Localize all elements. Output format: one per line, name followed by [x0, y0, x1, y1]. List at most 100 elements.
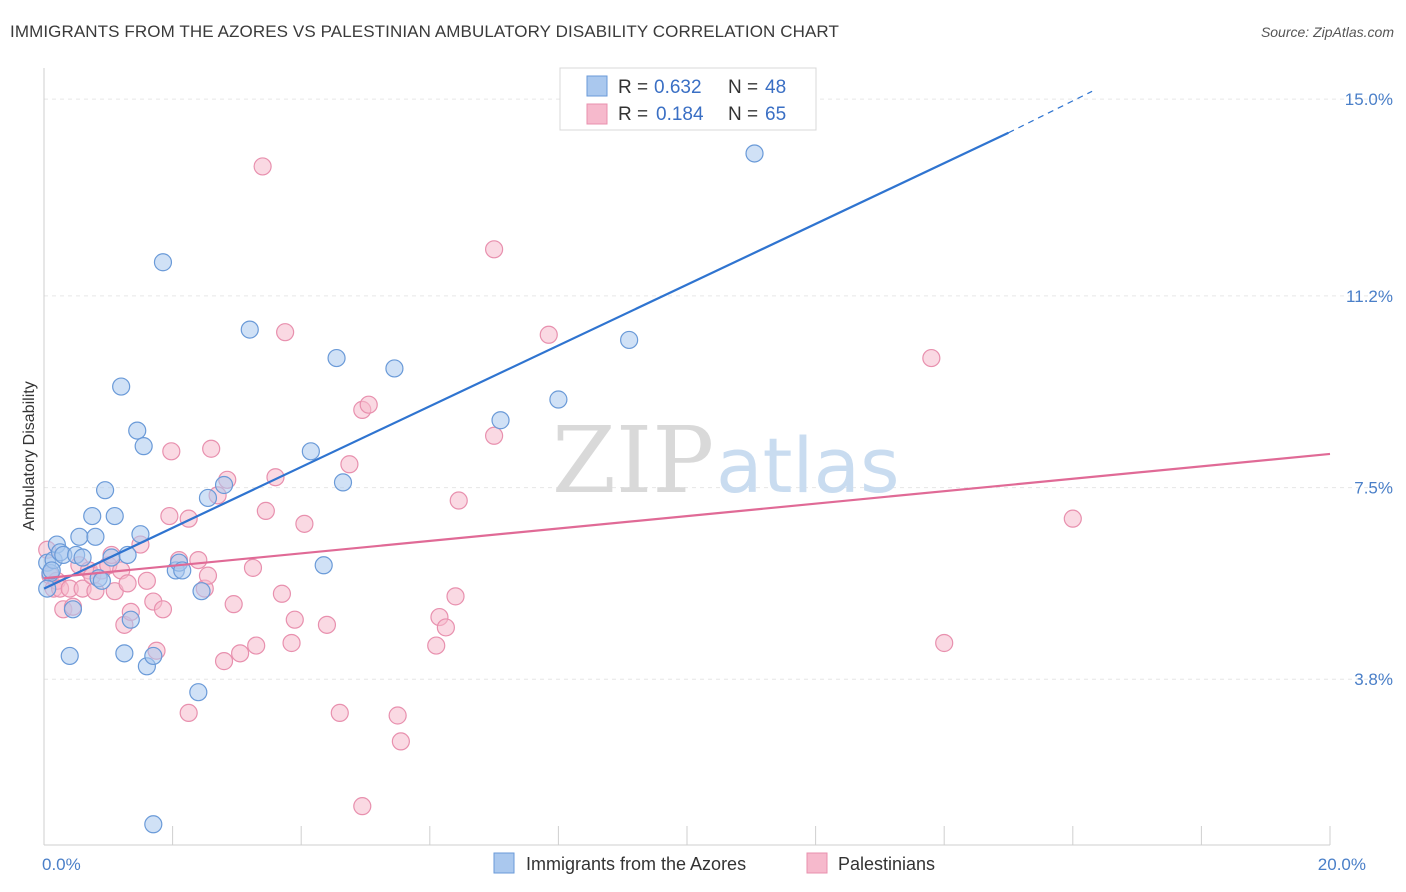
legend-r-label-1: R = [618, 77, 648, 98]
azores-point-44 [620, 330, 639, 350]
palestinians-point-46 [276, 323, 295, 342]
azores-point-34 [198, 488, 218, 508]
palestinians-point-57 [391, 732, 410, 751]
trend-lines [43, 90, 1331, 590]
series-legend-label-palestinians: Palestinians [838, 854, 935, 874]
palestinians-point-65 [539, 325, 558, 344]
palestinians-point-30 [179, 703, 198, 723]
azores-point-47 [42, 561, 61, 580]
palestinians-point-64 [485, 426, 504, 445]
azores-point-36 [240, 320, 259, 339]
palestinians-point-51 [330, 703, 349, 723]
palestinians-trend-line [43, 452, 1331, 580]
series-legend: Immigrants from the Azores Palestinians [493, 852, 935, 874]
series-legend-swatch-palestinians [806, 852, 828, 874]
palestinians-point-38 [224, 595, 243, 614]
legend-n-label-1: N = [728, 77, 758, 98]
palestinians-point-41 [247, 636, 266, 655]
palestinians-point-58 [427, 636, 446, 655]
azores-point-43 [549, 390, 568, 409]
legend-r-label-2: R = [618, 104, 648, 125]
watermark-atlas: atlas [716, 421, 900, 510]
palestinians-point-33 [198, 566, 218, 585]
palestinians-point-61 [446, 587, 465, 606]
azores-points [38, 144, 764, 834]
y-tick-label-1: 7.5% [1354, 479, 1393, 498]
azores-point-45 [745, 144, 764, 163]
azores-point-37 [301, 442, 320, 461]
azores-point-32 [189, 683, 208, 702]
azores-point-11 [83, 506, 102, 526]
azores-point-27 [144, 815, 163, 834]
x-tick-label-0: 0.0% [42, 855, 81, 874]
palestinians-point-66 [922, 348, 941, 368]
azores-trend-extension [1008, 90, 1093, 134]
azores-point-35 [214, 475, 234, 495]
palestinians-point-26 [160, 506, 179, 526]
azores-point-21 [121, 610, 140, 629]
palestinians-point-40 [243, 558, 263, 577]
palestinians-point-22 [137, 571, 156, 590]
azores-point-39 [327, 348, 346, 368]
palestinians-point-54 [359, 395, 378, 414]
azores-point-12 [86, 527, 105, 546]
legend-r-value-1: 0.632 [654, 77, 702, 98]
palestinians-point-47 [282, 633, 301, 653]
x-tick-label-1: 20.0% [1318, 855, 1366, 874]
azores-point-15 [95, 481, 115, 500]
azores-point-46 [38, 579, 57, 598]
azores-point-10 [73, 548, 92, 567]
palestinians-point-42 [253, 157, 272, 176]
azores-point-41 [385, 359, 404, 378]
palestinians-point-34 [202, 439, 221, 458]
azores-point-38 [314, 556, 333, 575]
x-ticks: 0.0% 20.0% [42, 826, 1366, 874]
palestinians-point-39 [231, 644, 250, 663]
palestinians-point-67 [935, 633, 954, 653]
azores-point-9 [70, 527, 89, 546]
palestinians-point-56 [388, 706, 407, 725]
palestinians-point-48 [285, 610, 304, 629]
stats-legend: R = 0.632 N = 48 R = 0.184 N = 65 [559, 67, 817, 131]
legend-r-value-2: 0.184 [656, 104, 704, 125]
azores-trend-line [43, 131, 1009, 590]
legend-swatch-pink [586, 103, 608, 125]
azores-point-22 [128, 421, 147, 440]
palestinians-point-49 [295, 514, 314, 533]
chart-title: IMMIGRANTS FROM THE AZORES VS PALESTINIA… [10, 22, 839, 41]
azores-point-6 [60, 646, 79, 666]
palestinians-point-19 [118, 574, 137, 593]
legend-n-label-2: N = [728, 104, 758, 125]
azores-point-42 [491, 411, 510, 430]
azores-point-14 [92, 571, 111, 590]
azores-point-24 [134, 437, 153, 456]
azores-point-28 [153, 253, 173, 272]
legend-swatch-blue [586, 75, 608, 97]
azores-point-40 [333, 473, 353, 492]
azores-point-7 [63, 600, 83, 619]
azores-point-18 [112, 377, 131, 396]
azores-point-19 [115, 644, 134, 663]
palestinians-point-43 [256, 501, 275, 520]
palestinians-point-31 [189, 550, 208, 570]
palestinians-point-60 [436, 618, 455, 637]
palestinians-point-68 [1063, 509, 1082, 528]
y-tick-labels: 3.8% 7.5% 11.2% 15.0% [1345, 90, 1393, 689]
series-legend-label-azores: Immigrants from the Azores [526, 854, 746, 874]
y-axis-label: Ambulatory Disability [21, 381, 38, 530]
palestinians-point-45 [272, 584, 292, 603]
y-tick-label-3: 15.0% [1345, 90, 1393, 109]
azores-point-17 [105, 506, 124, 526]
legend-n-value-1: 48 [765, 77, 786, 98]
palestinians-point-25 [153, 600, 173, 619]
y-tick-label-2: 11.2% [1346, 287, 1393, 306]
palestinians-point-62 [449, 491, 468, 510]
watermark-zip: ZIP [552, 407, 714, 514]
gridlines [44, 98, 1392, 680]
series-legend-swatch-azores [493, 852, 515, 874]
palestinians-point-52 [340, 455, 359, 474]
azores-point-26 [144, 646, 163, 666]
palestinians-point-50 [317, 615, 337, 634]
source-label: Source: ZipAtlas.com [1260, 24, 1394, 40]
